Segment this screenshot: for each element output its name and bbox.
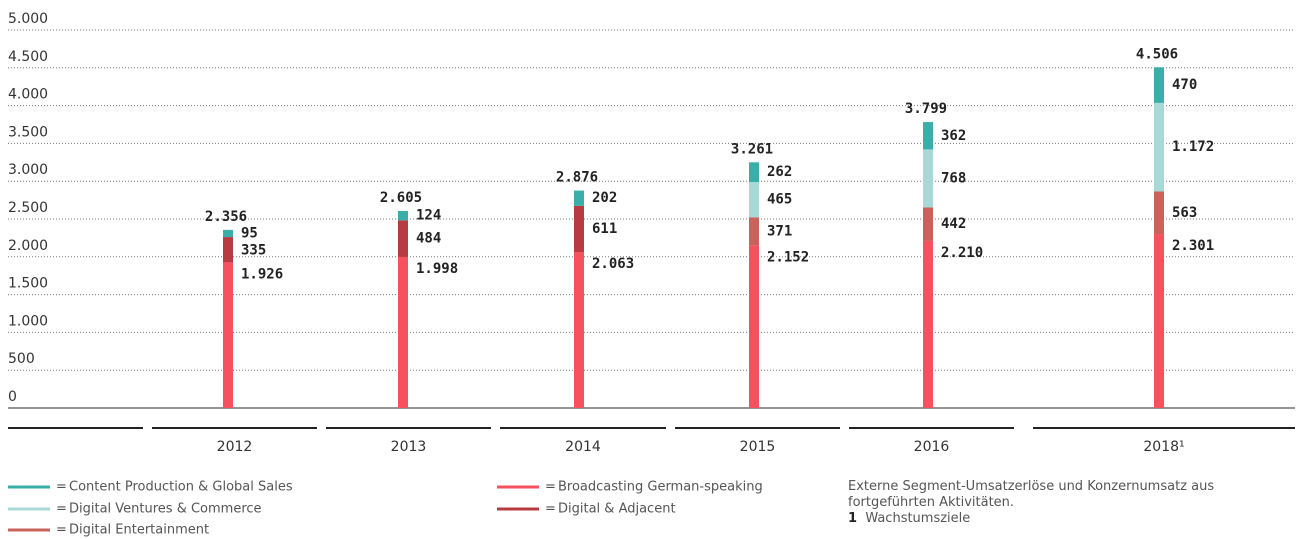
note: Externe Segment-Umsatzerlöse und Konzern… (848, 479, 1215, 510)
y-tick-label: 1.500 (8, 276, 48, 292)
footnote: 1 Wachstumsziele (848, 511, 1268, 527)
legend-label: Content Production & Global Sales (69, 480, 293, 495)
bar-segment (574, 190, 584, 206)
value-label: 2.063 (592, 256, 634, 272)
bar-segment (574, 205, 584, 253)
y-tick-label: 2.500 (8, 200, 48, 216)
total-label: 3.799 (905, 101, 947, 117)
y-tick-label: 3.500 (8, 124, 48, 140)
total-label: 3.261 (731, 141, 773, 157)
legend-label: Broadcasting German-speaking (558, 480, 763, 495)
y-tick-label: 5.000 (8, 11, 48, 27)
value-label: 1.926 (241, 266, 283, 282)
x-tick-label: 2014 (565, 439, 601, 455)
total-label: 2.876 (556, 170, 598, 186)
value-label: 768 (941, 170, 966, 186)
bar-segment (749, 245, 759, 408)
y-tick-label: 3.000 (8, 162, 48, 178)
bar-segment (223, 237, 233, 263)
bar-segment (398, 256, 408, 408)
total-label: 2.356 (205, 209, 247, 225)
value-label: 95 (241, 225, 258, 241)
legend-label: Digital Entertainment (69, 523, 209, 538)
value-label: 484 (416, 231, 441, 247)
y-tick-label: 2.000 (8, 238, 48, 254)
value-label: 465 (767, 192, 792, 208)
note-block: Externe Segment-Umsatzerlöse und Konzern… (848, 479, 1268, 527)
legend-separator: = (545, 502, 556, 517)
y-tick-label: 4.500 (8, 49, 48, 65)
x-tick-label: 2013 (391, 439, 427, 455)
y-tick-label: 500 (8, 351, 35, 367)
bar-segment (223, 229, 233, 238)
bar-segment (923, 240, 933, 408)
legend-separator: = (56, 523, 67, 538)
value-label: 2.152 (767, 249, 809, 265)
value-label: 335 (241, 242, 266, 258)
value-label: 442 (941, 216, 966, 232)
x-tick-label: 2016 (914, 439, 950, 455)
bar-segment (749, 217, 759, 246)
bar-segment (398, 210, 408, 221)
bar-segment (223, 262, 233, 408)
value-label: 1.998 (416, 261, 458, 277)
total-label: 4.506 (1136, 46, 1178, 62)
value-label: 262 (767, 164, 792, 180)
value-label: 202 (592, 190, 617, 206)
bar-segment (749, 182, 759, 218)
legend-separator: = (56, 480, 67, 495)
value-label: 1.172 (1172, 139, 1214, 155)
legend-separator: = (545, 480, 556, 495)
bar-segment (923, 122, 933, 150)
legend-label: Digital & Adjacent (558, 502, 676, 517)
bar-segment (1154, 191, 1164, 235)
footnote-text: Wachstumsziele (865, 511, 971, 526)
value-label: 2.301 (1172, 238, 1214, 254)
value-label: 611 (592, 221, 617, 237)
bar-segment (1154, 102, 1164, 192)
bar-segment (749, 162, 759, 183)
bar-segment (574, 252, 584, 408)
x-tick-label: 2018¹ (1143, 439, 1184, 455)
value-label: 362 (941, 128, 966, 144)
value-label: 124 (416, 208, 441, 224)
legend-separator: = (56, 502, 67, 517)
y-tick-label: 0 (8, 389, 17, 405)
bar-segment (923, 207, 933, 241)
footnote-marker: 1 (848, 511, 858, 526)
legend-label: Digital Ventures & Commerce (69, 502, 262, 517)
bar-segment (1154, 67, 1164, 103)
bar-segment (398, 220, 408, 257)
total-label: 2.605 (380, 190, 422, 206)
bar-segment (1154, 234, 1164, 408)
bar-segment (923, 149, 933, 208)
y-tick-label: 4.000 (8, 87, 48, 103)
value-label: 371 (767, 223, 792, 239)
x-tick-label: 2015 (740, 439, 776, 455)
value-label: 470 (1172, 77, 1197, 93)
y-tick-label: 1.000 (8, 313, 48, 329)
x-tick-label: 2012 (217, 439, 253, 455)
value-label: 2.210 (941, 245, 983, 261)
value-label: 563 (1172, 205, 1197, 221)
